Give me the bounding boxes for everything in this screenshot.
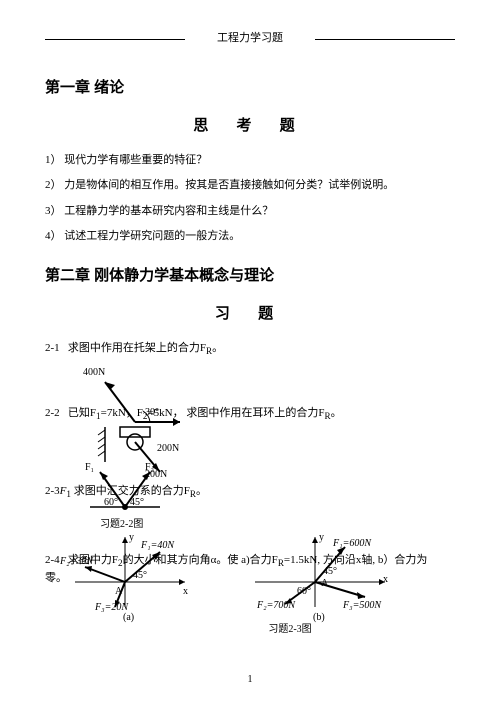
chapter1-section: 思 考 题 [45,114,455,138]
question-2: 2） 力是物体间的相互作用。按其是否直接接触如何分类？试举例说明。 [45,177,455,195]
ex23-s1: 1 [66,489,71,499]
fig22-F1: F₁ [85,460,94,476]
fig23b-x: x [383,572,388,588]
chapter1-title: 第一章 绪论 [45,76,455,100]
ex22-label: 2-2 [45,407,60,419]
ex22-tail: 。 [331,407,342,419]
exercise-2-4: 2-4 求图中力F2的大小和其方向角α。使 a)合力FR=1.5kN, 方向沿x… [45,552,455,571]
ex24-label: 2-4 [45,554,60,566]
exercise-2-1: 2-1 求图中作用在托架上的合力FR。 [45,340,455,359]
ex24-mid2: =1.5kN, 方向沿x轴, b）合力为 [284,554,427,566]
fig21-200N-r: 200N [157,441,179,457]
question-3: 3） 工程静力学的基本研究内容和主线是什么？ [45,203,455,221]
ex23-tail: 。 [196,485,207,497]
question-4: 4） 试述工程力学研究问题的一般方法。 [45,228,455,246]
exercise-2-4-tail: 零。 [45,570,67,588]
exercise-2-3: 2-3F1 求图中汇交力系的合力FR。 [45,483,455,502]
page-number: 1 [248,672,253,688]
fig23b-tag: (b) [313,610,325,626]
fig23a-A: A [115,584,122,600]
fig-2-3a: y x F₁=40N F₂=30N F₃=20N 45° A (a) [65,532,195,617]
ex23-text: 求图中汇交力系的合力F [74,485,190,497]
fig23a-tag: (a) [123,610,134,626]
ex24-mid1: 的大小和其方向角α。使 a)合力F [123,554,278,566]
chapter2-title: 第二章 刚体静力学基本概念与理论 [45,264,455,288]
fig22-F2: F₂ [145,460,154,476]
ex22-pre: 已知F [68,407,96,419]
fig23-caption: 习题2-3图 [125,622,455,638]
fig23b-F3: F₃=500N [343,598,381,614]
question-1: 1） 现代力学有哪些重要的特征？ [45,152,455,170]
exercise-2-2: 2-2 已知F1=7kN，F2=5kN， 求图中作用在耳环上的合力FR。 [45,405,455,424]
ex22-mid1: =7kN，F [101,407,143,419]
ex21-label: 2-1 [45,342,60,354]
fig22-caption: 习题2-2图 [100,517,143,533]
fig23b-F2: F₂=700N [257,598,295,614]
fig23b-F1: F₁=600N [333,536,371,552]
fig21-400N: 400N [83,365,105,381]
fig23a-y: y [129,530,134,546]
chapter2-section: 习 题 [45,302,455,326]
ex21-tail: 。 [212,342,223,354]
fig23a-x: x [183,584,188,600]
figure-cluster: 400N 200N 200N 30° 2-2 已知F1=7kN，F2=5kN， … [45,367,455,617]
ex24-tail: 零。 [45,572,67,584]
ex22-mid2: =5kN， 求图中作用在耳环上的合力F [147,407,324,419]
page-header: 工程力学习题 [45,30,455,48]
fig23b-a2: 60° [297,584,311,600]
ex23-label: 2-3 [45,485,60,497]
fig23b-A: A [321,576,328,592]
ex21-text: 求图中作用在托架上的合力F [68,342,206,354]
fig23b-y: y [319,530,324,546]
fig-2-3b: y x F₁=600N F₂=700N F₃=500N 45° 60° A (b… [245,532,395,617]
ex24-pre: 求图中力F [68,554,118,566]
